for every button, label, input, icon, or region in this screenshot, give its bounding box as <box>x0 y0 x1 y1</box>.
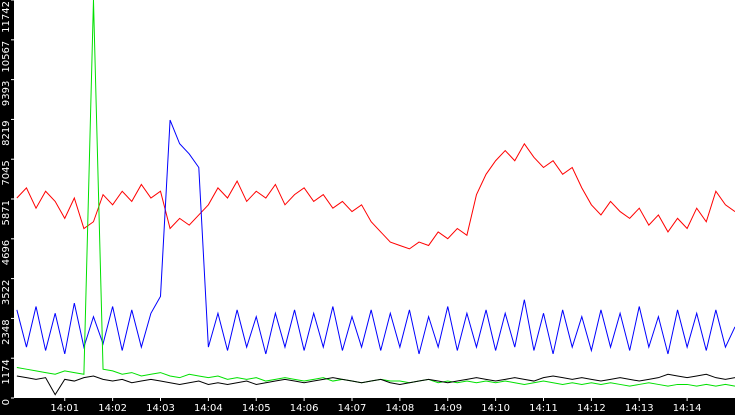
plot-area <box>16 0 735 396</box>
y-tick-label: 8219 <box>1 120 12 145</box>
y-tick-label: 11742 <box>1 1 12 33</box>
y-tick-label: 3522 <box>1 280 12 305</box>
series-line <box>16 373 735 396</box>
x-tick-label: 14:09 <box>433 403 462 414</box>
x-tick-label: 14:10 <box>481 403 510 414</box>
series-line <box>16 119 735 355</box>
y-tick-label: 0 <box>1 399 12 405</box>
x-tick-label: 14:03 <box>146 403 175 414</box>
x-tick-label: 14:11 <box>529 403 558 414</box>
series-line <box>16 142 735 250</box>
y-tick-label: 1174 <box>1 359 12 384</box>
x-tick-label: 14:07 <box>338 403 367 414</box>
y-tick-label: 4696 <box>1 240 12 265</box>
y-tick-label: 2348 <box>1 319 12 344</box>
y-tick-label: 9393 <box>1 81 12 106</box>
y-tick-label: 5871 <box>1 200 12 225</box>
x-tick-label: 14:05 <box>242 403 271 414</box>
x-tick-label: 14:13 <box>625 403 654 414</box>
x-tick-label: 14:08 <box>385 403 414 414</box>
x-tick-label: 14:14 <box>673 403 702 414</box>
y-tick-label: 10567 <box>1 41 12 73</box>
y-tick-label: 7045 <box>1 160 12 185</box>
x-tick-label: 14:06 <box>290 403 319 414</box>
x-tick-label: 14:12 <box>577 403 606 414</box>
y-axis-strip <box>0 0 14 415</box>
x-tick-label: 14:01 <box>50 403 79 414</box>
x-tick-label: 14:04 <box>194 403 223 414</box>
x-axis-strip <box>0 398 735 415</box>
x-tick-label: 14:02 <box>98 403 127 414</box>
